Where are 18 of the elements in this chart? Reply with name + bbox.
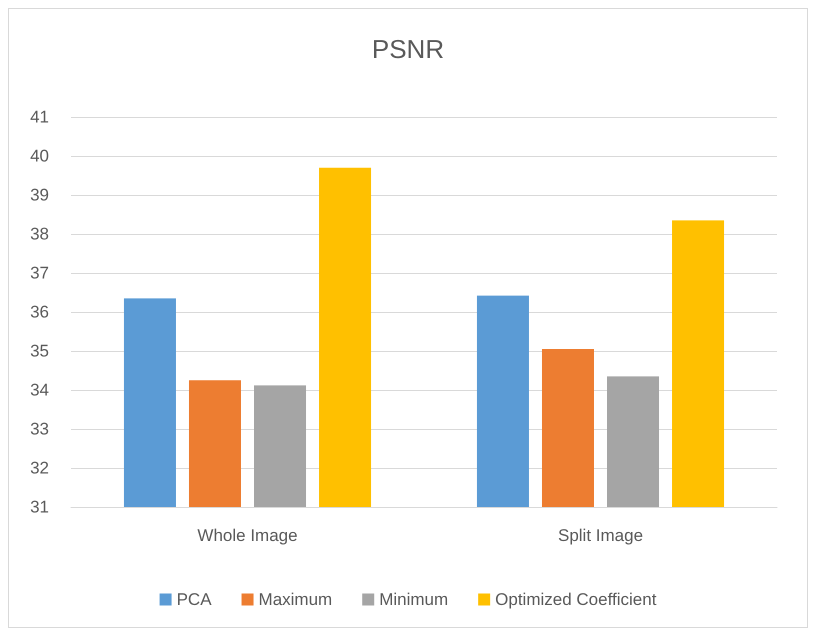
y-tick-label: 32 [30,458,49,478]
y-tick-label: 37 [30,264,49,282]
y-tick-label: 38 [30,224,49,244]
y-tick-label: 36 [30,302,49,322]
legend-label: Maximum [258,590,332,609]
y-tick-label: 35 [30,342,49,360]
y-tick-label: 33 [30,420,49,438]
y-tick-label: 31 [30,498,49,516]
legend-label: Optimized Coefficient [495,590,657,609]
y-tick-label: 40 [30,146,49,166]
legend-label: PCA [176,590,212,609]
x-tick-label: Whole Image [197,526,298,545]
legend-label: Minimum [379,590,448,609]
x-tick-label: Split Image [558,526,644,545]
y-tick-label: 41 [30,108,49,126]
y-tick-label: 34 [30,380,49,400]
y-tick-label: 39 [30,186,49,204]
chart-title: PSNR [372,34,444,64]
